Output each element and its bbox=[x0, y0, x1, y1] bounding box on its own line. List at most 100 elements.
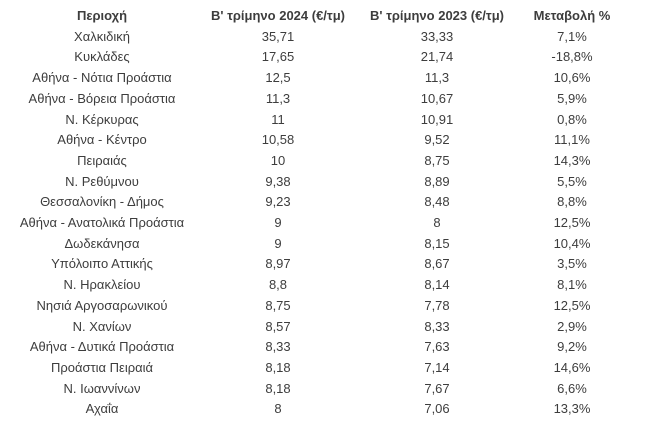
region-cell: Αθήνα - Κέντρο bbox=[57, 132, 147, 148]
region-cell: Υπόλοιπο Αττικής bbox=[51, 256, 153, 272]
value-2023-cell: 33,33 bbox=[420, 28, 454, 44]
value-2024-cell: 9,23 bbox=[265, 194, 291, 210]
region-cell: Χαλκιδική bbox=[74, 28, 130, 44]
value-2024-cell: 35,71 bbox=[261, 28, 295, 44]
table-row: Ν. Κέρκυρας 11 10,91 0,8% bbox=[0, 110, 622, 131]
table-row: Υπόλοιπο Αττικής 8,97 8,67 3,5% bbox=[0, 254, 622, 275]
value-2023-cell: 8,15 bbox=[424, 235, 450, 251]
region-cell: Ν. Ηρακλείου bbox=[63, 277, 141, 293]
column-header-region: Περιοχή bbox=[76, 8, 128, 23]
region-cell: Θεσσαλονίκη - Δήμος bbox=[40, 194, 164, 210]
region-cell: Αθήνα - Ανατολικά Προάστια bbox=[19, 215, 185, 231]
change-cell: 9,2% bbox=[557, 339, 587, 355]
region-cell: Ν. Ιωαννίνων bbox=[63, 380, 141, 396]
change-cell: 2,9% bbox=[557, 318, 587, 334]
value-2024-cell: 11 bbox=[271, 111, 285, 127]
change-cell: 14,6% bbox=[553, 359, 591, 375]
table-row: Κυκλάδες 17,65 21,74 -18,8% bbox=[0, 47, 622, 68]
value-2024-cell: 8,18 bbox=[265, 359, 291, 375]
table-header: Περιοχή Β' τρίμηνο 2024 (€/τμ) Β' τρίμην… bbox=[0, 6, 622, 27]
value-2023-cell: 8,67 bbox=[424, 256, 450, 272]
value-2023-cell: 21,74 bbox=[420, 49, 454, 65]
region-cell: Νησιά Αργοσαρωνικού bbox=[36, 297, 168, 313]
value-2023-cell: 8,48 bbox=[424, 194, 450, 210]
table-row: Αθήνα - Βόρεια Προάστια 11,3 10,67 5,9% bbox=[0, 89, 622, 110]
table-row: Ν. Ιωαννίνων 8,18 7,67 6,6% bbox=[0, 379, 622, 400]
region-cell: Δωδεκάνησα bbox=[64, 235, 140, 251]
region-cell: Αχαΐα bbox=[85, 401, 119, 417]
value-2023-cell: 8,75 bbox=[424, 152, 450, 168]
column-header-q2-2024: Β' τρίμηνο 2024 (€/τμ) bbox=[210, 8, 345, 23]
table-row: Χαλκιδική 35,71 33,33 7,1% bbox=[0, 27, 622, 48]
change-cell: 8,1% bbox=[557, 277, 587, 293]
change-cell: 11,1% bbox=[554, 132, 590, 148]
value-2023-cell: 9,52 bbox=[424, 132, 450, 148]
change-cell: 12,5% bbox=[553, 297, 591, 313]
value-2024-cell: 10,58 bbox=[261, 132, 295, 148]
value-2024-cell: 8,97 bbox=[265, 256, 291, 272]
table-row: Αθήνα - Ανατολικά Προάστια 9 8 12,5% bbox=[0, 213, 622, 234]
change-cell: 5,9% bbox=[557, 90, 587, 106]
value-2023-cell: 10,67 bbox=[420, 90, 454, 106]
value-2024-cell: 8,18 bbox=[265, 380, 291, 396]
value-2024-cell: 11,3 bbox=[265, 90, 291, 106]
value-2023-cell: 7,14 bbox=[424, 359, 450, 375]
table-row: Ν. Χανίων 8,57 8,33 2,9% bbox=[0, 317, 622, 338]
value-2023-cell: 7,78 bbox=[424, 297, 450, 313]
region-cell: Προάστια Πειραιά bbox=[50, 359, 154, 375]
region-cell: Ν. Χανίων bbox=[72, 318, 132, 334]
region-cell: Πειραιάς bbox=[77, 152, 127, 168]
region-cell: Αθήνα - Δυτικά Προάστια bbox=[29, 339, 175, 355]
value-2023-cell: 8,89 bbox=[424, 173, 450, 189]
column-header-q2-2023: Β' τρίμηνο 2023 (€/τμ) bbox=[369, 8, 504, 23]
table-row: Αθήνα - Κέντρο 10,58 9,52 11,1% bbox=[0, 130, 622, 151]
header-row: Περιοχή Β' τρίμηνο 2024 (€/τμ) Β' τρίμην… bbox=[0, 6, 622, 27]
table-row: Πειραιάς 10 8,75 14,3% bbox=[0, 151, 622, 172]
change-cell: -18,8% bbox=[551, 49, 593, 65]
value-2024-cell: 8,8 bbox=[268, 277, 288, 293]
value-2023-cell: 8,33 bbox=[424, 318, 450, 334]
value-2024-cell: 8,33 bbox=[265, 339, 291, 355]
table-row: Νησιά Αργοσαρωνικού 8,75 7,78 12,5% bbox=[0, 296, 622, 317]
table-row: Προάστια Πειραιά 8,18 7,14 14,6% bbox=[0, 358, 622, 379]
value-2024-cell: 8,75 bbox=[265, 297, 291, 313]
value-2024-cell: 12,5 bbox=[265, 70, 291, 86]
value-2023-cell: 7,06 bbox=[424, 401, 450, 417]
table-row: Αθήνα - Νότια Προάστια 12,5 11,3 10,6% bbox=[0, 68, 622, 89]
region-cell: Αθήνα - Βόρεια Προάστια bbox=[28, 90, 176, 106]
table-row: Αθήνα - Δυτικά Προάστια 8,33 7,63 9,2% bbox=[0, 337, 622, 358]
change-cell: 7,1% bbox=[557, 28, 587, 44]
value-2023-cell: 8,14 bbox=[424, 277, 450, 293]
region-cell: Ν. Ρεθύμνου bbox=[65, 173, 139, 189]
value-2024-cell: 9 bbox=[274, 235, 282, 251]
change-cell: 6,6% bbox=[557, 380, 587, 396]
value-2023-cell: 10,91 bbox=[420, 111, 454, 127]
value-2023-cell: 11,3 bbox=[424, 70, 450, 86]
value-2024-cell: 10 bbox=[270, 152, 286, 168]
table-row: Ν. Ρεθύμνου 9,38 8,89 5,5% bbox=[0, 172, 622, 193]
regional-price-table: Περιοχή Β' τρίμηνο 2024 (€/τμ) Β' τρίμην… bbox=[0, 6, 622, 420]
region-cell: Ν. Κέρκυρας bbox=[65, 111, 139, 127]
change-cell: 8,8% bbox=[557, 194, 587, 210]
table-row: Δωδεκάνησα 9 8,15 10,4% bbox=[0, 234, 622, 255]
change-cell: 0,8% bbox=[557, 111, 587, 127]
column-header-change: Μεταβολή % bbox=[533, 8, 611, 23]
change-cell: 5,5% bbox=[557, 173, 587, 189]
table-row: Θεσσαλονίκη - Δήμος 9,23 8,48 8,8% bbox=[0, 192, 622, 213]
value-2023-cell: 7,63 bbox=[424, 339, 450, 355]
region-cell: Αθήνα - Νότια Προάστια bbox=[32, 70, 172, 86]
table-row: Ν. Ηρακλείου 8,8 8,14 8,1% bbox=[0, 275, 622, 296]
change-cell: 12,5% bbox=[553, 215, 591, 231]
value-2024-cell: 8 bbox=[274, 401, 282, 417]
value-2024-cell: 17,65 bbox=[261, 49, 295, 65]
region-cell: Κυκλάδες bbox=[74, 49, 130, 65]
change-cell: 10,4% bbox=[553, 235, 591, 251]
change-cell: 14,3% bbox=[553, 152, 591, 168]
table-body: Χαλκιδική 35,71 33,33 7,1% Κυκλάδες 17,65 21,7… bbox=[0, 27, 622, 420]
table-row: Αχαΐα 8 7,06 13,3% bbox=[0, 399, 622, 420]
change-cell: 10,6% bbox=[553, 70, 591, 86]
value-2024-cell: 8,57 bbox=[265, 318, 291, 334]
value-2024-cell: 9 bbox=[274, 215, 282, 231]
change-cell: 13,3% bbox=[553, 401, 591, 417]
value-2023-cell: 8 bbox=[433, 215, 441, 231]
